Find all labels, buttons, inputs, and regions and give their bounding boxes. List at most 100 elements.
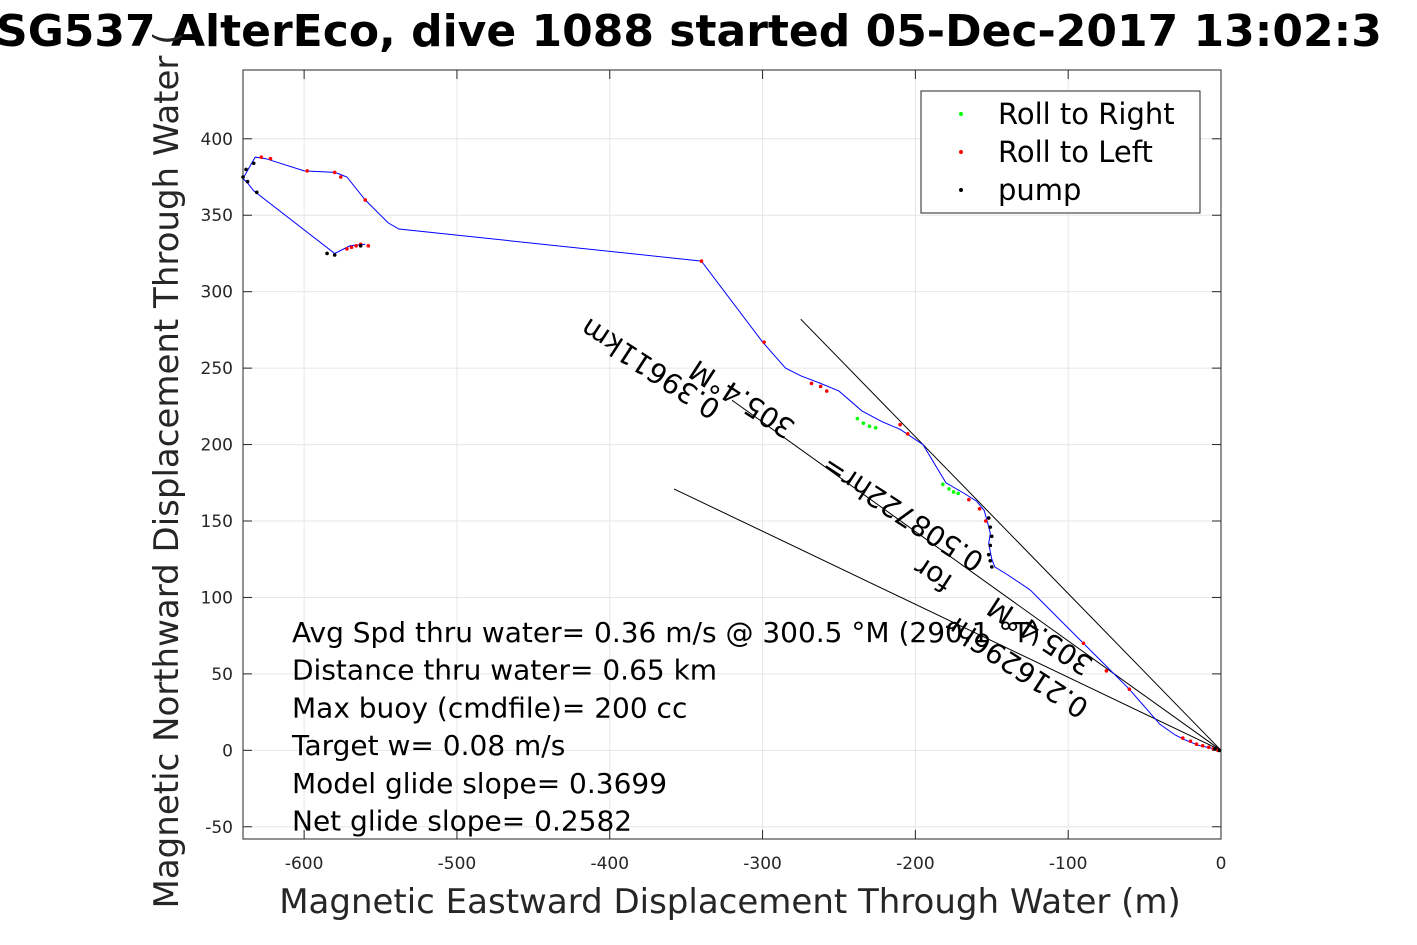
roll-left-point: [898, 422, 902, 427]
legend: Roll to Right Roll to Left pump: [920, 90, 1201, 214]
pump-point: [244, 167, 248, 172]
roll-left-point: [1180, 736, 1185, 740]
legend-box: [920, 90, 1201, 214]
legend-label: pump: [998, 173, 1081, 207]
legend-label: Roll to Right: [998, 97, 1175, 131]
y-tick-label: 300: [201, 283, 233, 303]
roll-right-points: [855, 416, 960, 496]
roll-right-point: [956, 491, 960, 496]
legend-label: Roll to Left: [998, 135, 1153, 169]
pump-point: [988, 525, 993, 529]
y-tick-label: -50: [205, 818, 233, 838]
roll-left-point: [332, 170, 337, 175]
x-tick-label: -400: [590, 854, 629, 874]
roll-left-point: [345, 247, 349, 251]
x-tick-label: -600: [285, 854, 324, 874]
x-tick-label: -100: [1049, 854, 1088, 874]
stats-line: Distance thru water= 0.65 km: [292, 654, 717, 687]
roll-right-point: [951, 490, 956, 494]
pump-point: [1217, 748, 1222, 753]
stats-line: Model glide slope= 0.3699: [292, 767, 667, 800]
y-axis-label: Magnetic Northward Displacement Through …: [147, 32, 187, 909]
pump-point: [332, 253, 337, 257]
pump-points: [241, 161, 1222, 753]
stats-annotations: Avg Spd thru water= 0.36 m/s @ 300.5 °M …: [291, 616, 1040, 838]
roll-left-point: [268, 156, 273, 161]
roll-left-point: [762, 340, 766, 344]
roll-left-point: [1206, 745, 1211, 750]
roll-left-point: [809, 381, 814, 386]
roll-left-point: [1127, 687, 1132, 691]
chart-title: SG537 AlterEco, dive 1088 started 05-Dec…: [0, 6, 1382, 57]
y-tick-label: 200: [201, 436, 233, 456]
pump-point: [989, 534, 994, 539]
roll-left-point: [699, 259, 704, 263]
roll-left-point: [905, 432, 910, 436]
y-tick-label: 100: [201, 588, 233, 608]
pump-point: [251, 161, 256, 166]
stats-line: Max buoy (cmdfile)= 200 cc: [292, 691, 687, 724]
roll-right-point: [867, 424, 872, 429]
roll-left-point: [1081, 641, 1086, 646]
roll-left-point: [1104, 669, 1109, 673]
x-tick-label: -500: [438, 854, 477, 874]
roll-left-point: [824, 389, 829, 393]
y-tick-label: 50: [211, 665, 233, 685]
dive-track-line: [242, 156, 1222, 751]
roll-left-point: [366, 244, 371, 248]
roll-right-point: [941, 482, 945, 487]
x-tick-label: 0: [1216, 854, 1227, 874]
heading-label: 0.508722hr=: [815, 449, 989, 578]
y-tick-label: 150: [201, 512, 233, 532]
roll-left-point: [259, 155, 264, 159]
reference-line: [673, 488, 1222, 751]
legend-marker: [959, 150, 963, 154]
x-axis: -600 -500 -400 -300 -200 -100 0: [285, 70, 1227, 874]
roll-left-point: [1200, 743, 1205, 748]
y-tick-label: 0: [222, 741, 233, 761]
roll-left-point: [983, 519, 988, 523]
y-tick-label: 250: [201, 359, 233, 379]
x-tick-label: -300: [743, 854, 782, 874]
legend-marker: [959, 112, 963, 116]
pump-point: [254, 190, 259, 195]
pump-point: [986, 552, 991, 557]
roll-right-point: [861, 421, 866, 425]
pump-point: [325, 251, 329, 256]
y-axis: -50 0 50 100 150 200 250 300 350 400: [201, 130, 1221, 838]
roll-left-point: [339, 175, 343, 179]
pump-point: [358, 244, 363, 248]
y-tick-label: 400: [201, 130, 233, 150]
pump-point: [986, 516, 991, 520]
stats-line: Net glide slope= 0.2582: [292, 805, 632, 838]
stats-line: Target w= 0.08 m/s: [291, 729, 565, 762]
roll-left-points: [259, 155, 1220, 753]
pump-point: [989, 565, 994, 569]
roll-right-point: [873, 425, 878, 430]
roll-right-point: [947, 487, 951, 491]
y-tick-label: 350: [201, 206, 233, 226]
stats-line: Avg Spd thru water= 0.36 m/s @ 300.5 °M …: [292, 616, 1040, 649]
x-tick-label: -200: [896, 854, 935, 874]
pump-point: [241, 175, 245, 179]
roll-left-point: [354, 244, 358, 248]
plot-area-frame: [242, 69, 1222, 840]
roll-right-point: [855, 416, 860, 421]
reference-lines: [673, 318, 1222, 751]
roll-left-point: [818, 384, 823, 389]
legend-marker: [959, 188, 963, 192]
roll-left-point: [305, 169, 309, 173]
reference-line: [800, 318, 1222, 751]
roll-left-point: [967, 497, 971, 502]
pump-point: [988, 558, 993, 563]
roll-left-point: [1188, 739, 1193, 743]
reference-line: [731, 399, 1222, 751]
x-axis-label: Magnetic Eastward Displacement Through W…: [279, 882, 1181, 922]
roll-left-point: [977, 506, 982, 511]
roll-left-point: [349, 245, 354, 250]
roll-left-point: [363, 198, 368, 202]
pump-point: [245, 179, 250, 184]
roll-left-point: [1194, 742, 1199, 747]
pump-point: [988, 543, 993, 548]
